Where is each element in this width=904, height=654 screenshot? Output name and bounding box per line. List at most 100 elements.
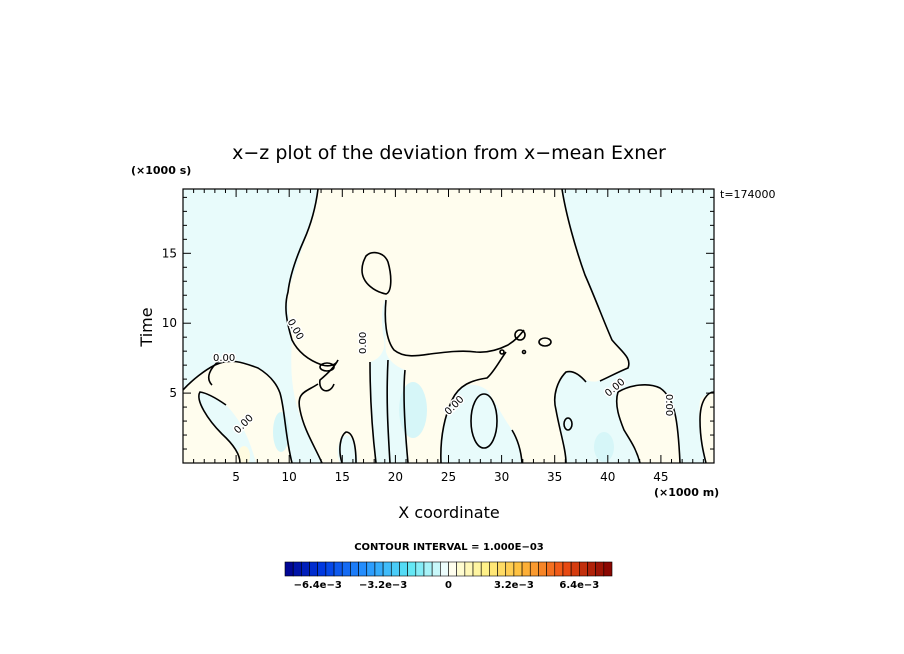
colorbar-cell [562,561,572,577]
contour-label-1: 0.00 [213,353,235,364]
colorbar-labels: −6.4e−3 −3.2e−3 0 3.2e−3 6.4e−3 [294,580,600,591]
colorbar-cell [505,561,515,577]
colorbar-cell [554,561,564,577]
colorbar-cell [497,561,507,577]
contour-loop-center [470,393,498,449]
x-tick-label: 20 [388,470,403,484]
colorbar-cell [546,561,556,577]
colorbar-tick-label: −3.2e−3 [359,580,407,591]
positive-region-left [183,361,292,463]
colorbar-cell [513,561,523,577]
contour-line-mid-left [298,383,323,463]
y-tick-label: 5 [169,386,177,400]
colorbar-cell [570,561,580,577]
contour-loop-small-5 [499,349,505,355]
positive-patch-1 [238,446,250,463]
contour-line-left-a [208,359,221,386]
colorbar-cell [521,561,531,577]
colorbar-cell [382,561,392,577]
x-tick-label: 5 [232,470,240,484]
contour-lines [183,189,714,463]
colorbar-tick-label: 3.2e−3 [494,580,534,591]
colorbar-cell [440,561,449,577]
x-tick-label: 45 [653,470,668,484]
colorbar-cell [529,561,539,577]
contour-line-right-inner [615,391,641,463]
colorbar-cell [464,561,474,577]
colorbar [284,561,613,577]
contour-line-right-center [511,429,523,463]
contour-line-upper-left [285,189,339,392]
contour-line-upper-right [561,189,630,382]
x-tick-label: 35 [547,470,562,484]
colorbar-cell [301,561,310,577]
negative-patch-1 [399,382,427,438]
colorbar-cell [587,561,596,577]
contour-line-right-loop [617,383,681,463]
x-tick-label: 25 [441,470,456,484]
contour-interval-label: CONTOUR INTERVAL = 1.000E−03 [354,542,544,553]
colorbar-cell [578,561,588,577]
colorbar-cell [472,561,482,577]
contour-line-center-right [440,351,507,463]
colorbar-cell [374,561,384,577]
colorbar-cell [489,561,498,577]
filled-regions [183,189,714,463]
colorbar-cell [333,561,343,577]
contour-line-center-band [384,299,525,357]
x-axis-label: X coordinate [398,503,499,522]
contour-line-left-lower [183,360,293,463]
contour-loop-small-4 [563,417,573,431]
contour-line-right-lower [553,370,587,463]
y-scale-label: (×1000 s) [131,164,191,177]
colorbar-cell [366,561,376,577]
contour-loop-lower-mid [339,431,357,463]
colorbar-tick-label: −6.4e−3 [294,580,342,591]
x-tick-labels: 5 10 15 20 25 30 35 40 45 [232,470,668,484]
contour-line-center-vertical [403,369,409,463]
colorbar-cell [456,561,466,577]
contour-line-mid-vertical [369,361,377,463]
colorbar-cell [415,561,425,577]
colorbar-cell [480,561,490,577]
colorbar-tick-label: 6.4e−3 [559,580,599,591]
contour-line-far-right [699,391,714,463]
contour-line-mid-vertical-2 [386,359,391,463]
colorbar-cell [350,561,359,577]
y-tick-label: 15 [162,246,177,260]
colorbar-cell [431,561,441,577]
negative-patch-3 [594,432,614,462]
colorbar-cell [448,561,457,577]
colorbar-cell [595,561,605,577]
colorbar-cell [284,561,294,577]
contour-line-left-loop [198,391,241,463]
colorbar-tick-label: 0 [445,580,452,591]
colorbar-cell [309,561,318,577]
colorbar-cell [292,561,302,577]
colorbar-cell [358,561,368,577]
y-tick-labels: 5 10 15 [162,246,177,400]
contour-loop-small-1 [319,362,335,372]
contour-loop-small-2 [514,329,526,341]
colorbar-cell [603,561,613,577]
colorbar-cell [423,561,433,577]
colorbar-cell [317,561,327,577]
colorbar-cell [538,561,547,577]
colorbar-cell [390,561,400,577]
colorbar-cell [399,561,408,577]
x-tick-label: 15 [335,470,350,484]
x-scale-label: (×1000 m) [654,486,719,499]
x-tick-label: 30 [494,470,509,484]
contour-loop-small-3 [538,337,552,347]
x-tick-label: 40 [600,470,615,484]
colorbar-cell [407,561,417,577]
time-label: t=174000 [720,188,776,201]
colorbar-cell [325,561,335,577]
colorbar-cell [341,561,351,577]
contour-loop-upper [361,251,392,295]
axis-ticks [183,189,714,463]
y-axis-label: Time [137,307,156,347]
chart-title: x−z plot of the deviation from x−mean Ex… [232,142,666,164]
contour-loop-small-6 [521,349,527,355]
